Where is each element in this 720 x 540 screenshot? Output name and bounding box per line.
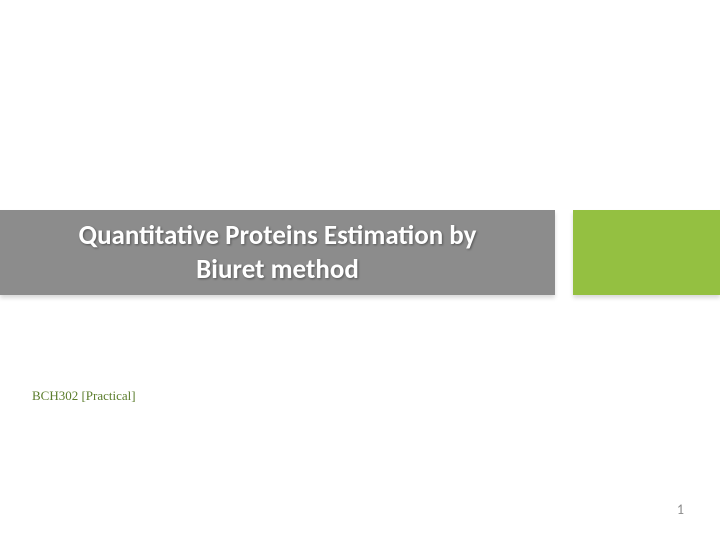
- title-bar: Quantitative Proteins Estimation by Biur…: [0, 210, 555, 295]
- page-number: 1: [677, 501, 684, 518]
- title-line-2: Biuret method: [196, 253, 359, 286]
- slide-title: Quantitative Proteins Estimation by Biur…: [79, 219, 477, 287]
- accent-block: [573, 210, 720, 295]
- course-label: BCH302 [Practical]: [32, 388, 136, 404]
- title-line-1: Quantitative Proteins Estimation by: [79, 219, 477, 252]
- slide-container: Quantitative Proteins Estimation by Biur…: [0, 0, 720, 540]
